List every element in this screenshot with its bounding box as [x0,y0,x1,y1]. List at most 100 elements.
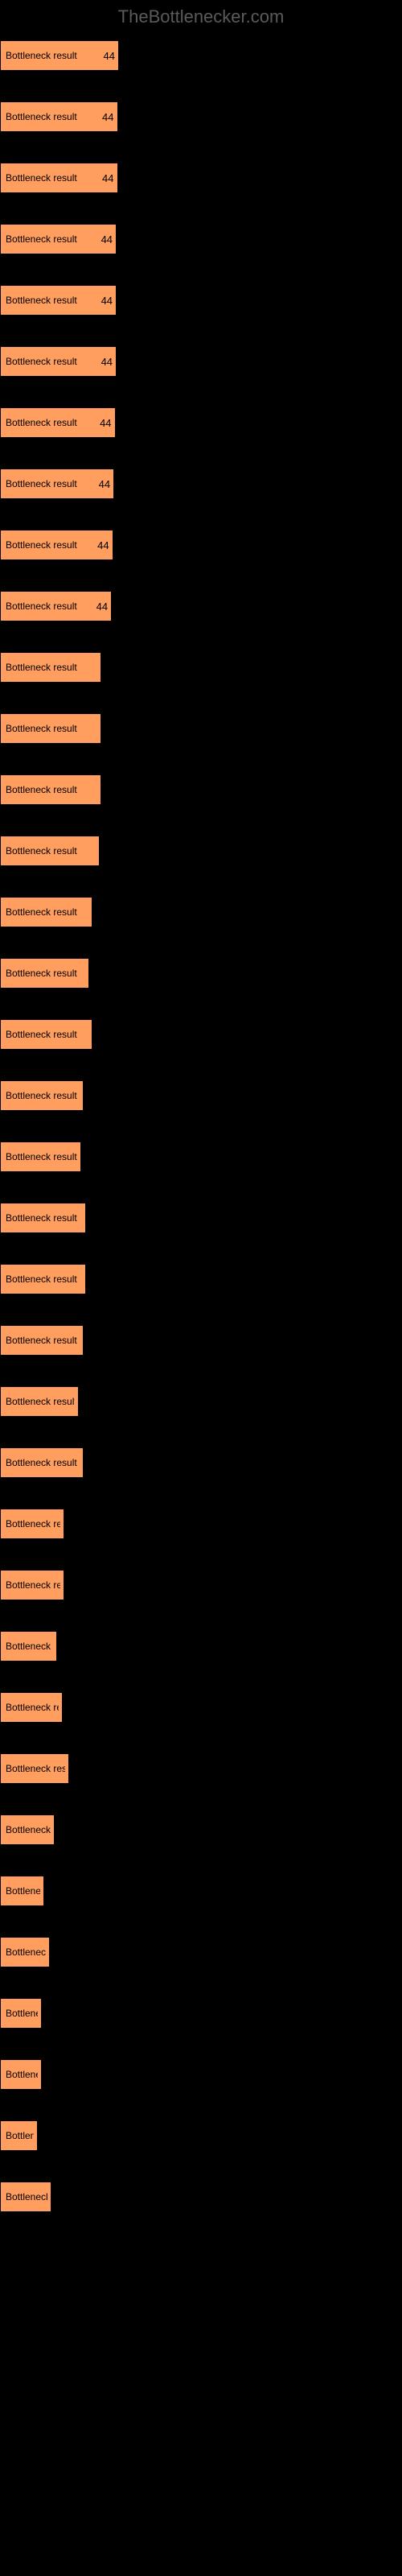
bottleneck-bar[interactable]: Bottleneck result [0,652,101,683]
bottleneck-bar[interactable]: Bottleneck result [0,1325,84,1356]
bar-label: Bottleneck result [6,1641,53,1652]
bar-group: Bottleneck result44 [0,591,402,621]
bottleneck-bar[interactable]: Bottleneck result [0,1509,64,1539]
bar-group: Bottleneck result [0,836,402,866]
bottleneck-bar[interactable]: Bottleneck result [0,1998,42,2029]
bar-group: Bottleneck result [0,1631,402,1662]
bottleneck-bar[interactable]: Bottleneck result 44 [0,163,118,193]
bottleneck-bar[interactable]: Bottleneck result [0,1692,63,1723]
bottleneck-bar[interactable]: Bottleneck result [0,897,92,927]
bar-group: Bottleneck result [0,1264,402,1294]
bar-value: 44 [101,295,113,307]
bottleneck-bar[interactable]: Bottleneck result [0,1019,92,1050]
bar-label: Bottleneck result [6,1396,75,1407]
bar-label: Bottleneck result [6,2130,34,2141]
bar-group: Bottleneck result [0,1937,402,1967]
bar-label: Bottleneck result [6,1090,77,1101]
bottleneck-bar[interactable]: Bottleneck result [0,1141,81,1172]
bottleneck-bar[interactable]: Bottleneck result [0,1080,84,1111]
bar-label: Bottleneck result [6,539,77,551]
bottleneck-bar[interactable]: Bottleneck result [0,2182,51,2212]
bar-label: Bottleneck result [6,845,77,857]
bottleneck-bar[interactable]: Bottleneck result [0,1264,86,1294]
bar-label: Bottleneck result [6,1212,77,1224]
bar-label: Bottleneck result [6,1274,77,1285]
bar-label: Bottleneck result [6,1029,77,1040]
bottleneck-bar[interactable]: Bottleneck result [0,1876,44,1906]
watermark-text: TheBottlenecker.com [0,6,402,27]
bar-label: Bottleneck result [6,233,77,245]
bar-value: 44 [104,50,115,62]
bar-group: Bottleneck result [0,958,402,989]
bar-group: Bottleneck result [0,1447,402,1478]
bar-label: Bottleneck result [6,968,77,979]
bar-group: Bottleneck result 44 [0,530,402,560]
bottleneck-bar[interactable]: Bottleneck result [0,2120,38,2151]
bar-label: Bottleneck result [6,1579,60,1591]
bar-group: Bottleneck result [0,1325,402,1356]
bottleneck-bar[interactable]: Bottleneck result44 [0,101,118,132]
bottleneck-bar[interactable]: Bottleneck result [0,774,101,805]
bar-group: Bottleneck result [0,897,402,927]
bottleneck-bar[interactable]: Bottleneck result 44 [0,407,116,438]
bottleneck-bar[interactable]: Bottleneck result [0,1753,69,1784]
bar-group: Bottleneck result 44 [0,407,402,438]
bar-label: Bottleneck result [6,2008,38,2019]
bottleneck-bar[interactable]: Bottleneck result [0,713,101,744]
bottleneck-bar[interactable]: Bottleneck result44 [0,346,117,377]
bar-value: 44 [100,417,111,429]
bar-label: Bottleneck result [6,662,77,673]
bar-label: Bottleneck result [6,2069,38,2080]
bar-group: Bottleneck result44 [0,285,402,316]
bottleneck-bar[interactable]: Bottleneck result 44 [0,224,117,254]
bottleneck-bar[interactable]: Bottleneck result [0,1631,57,1662]
bar-value: 44 [97,539,109,551]
bottleneck-bar[interactable]: Bottleneck result [0,1570,64,1600]
bottleneck-bar[interactable]: Bottleneck result 44 [0,530,113,560]
bar-label: Bottleneck result [6,723,77,734]
bottleneck-bar[interactable]: Bottleneck result [0,958,89,989]
bottleneck-bar[interactable]: Bottleneck result44 [0,469,114,499]
bar-group: Bottleneck result44 [0,346,402,377]
bar-label: Bottleneck result [6,784,77,795]
bar-group: Bottleneck result 44 [0,224,402,254]
bar-group: Bottleneck result [0,1019,402,1050]
bar-group: Bottleneck result [0,652,402,683]
bar-label: Bottleneck result [6,50,77,61]
bar-label: Bottleneck result [6,1457,77,1468]
bottleneck-bar[interactable]: Bottleneck result [0,836,100,866]
bottleneck-bar[interactable]: Bottleneck result [0,2059,42,2090]
bar-label: Bottleneck result [6,1335,77,1346]
bar-label: Bottleneck result [6,1885,40,1897]
bottleneck-bar[interactable]: Bottleneck result44 [0,591,112,621]
bar-value: 44 [102,172,113,184]
bar-label: Bottleneck result [6,1702,59,1713]
bar-group: Bottleneck result [0,1386,402,1417]
bar-group: Bottleneck result [0,1509,402,1539]
bottleneck-bar[interactable]: Bottleneck result 44 [0,40,119,71]
bar-label: Bottleneck result [6,601,77,612]
bar-value: 44 [101,356,113,368]
bar-group: Bottleneck result 44 [0,40,402,71]
bar-group: Bottleneck result [0,1998,402,2029]
bar-value: 44 [102,111,113,123]
bottleneck-bar[interactable]: Bottleneck result [0,1814,55,1845]
bar-label: Bottleneck result [6,1151,77,1162]
bar-group: Bottleneck result [0,2059,402,2090]
bar-value: 44 [101,233,113,246]
bar-group: Bottleneck result [0,1876,402,1906]
bar-value: 44 [99,478,110,490]
bottleneck-bar[interactable]: Bottleneck result [0,1386,79,1417]
bar-group: Bottleneck result [0,1570,402,1600]
bar-label: Bottleneck result [6,172,77,184]
bar-label: Bottleneck result [6,1946,46,1958]
bar-label: Bottleneck result [6,417,77,428]
bottleneck-bar[interactable]: Bottleneck result [0,1203,86,1233]
bottleneck-bar[interactable]: Bottleneck result [0,1937,50,1967]
bar-label: Bottleneck result [6,1824,51,1835]
bar-label: Bottleneck result [6,2191,47,2202]
bottleneck-bar[interactable]: Bottleneck result44 [0,285,117,316]
bar-group: Bottleneck result44 [0,101,402,132]
bar-group: Bottleneck result44 [0,469,402,499]
bottleneck-bar[interactable]: Bottleneck result [0,1447,84,1478]
